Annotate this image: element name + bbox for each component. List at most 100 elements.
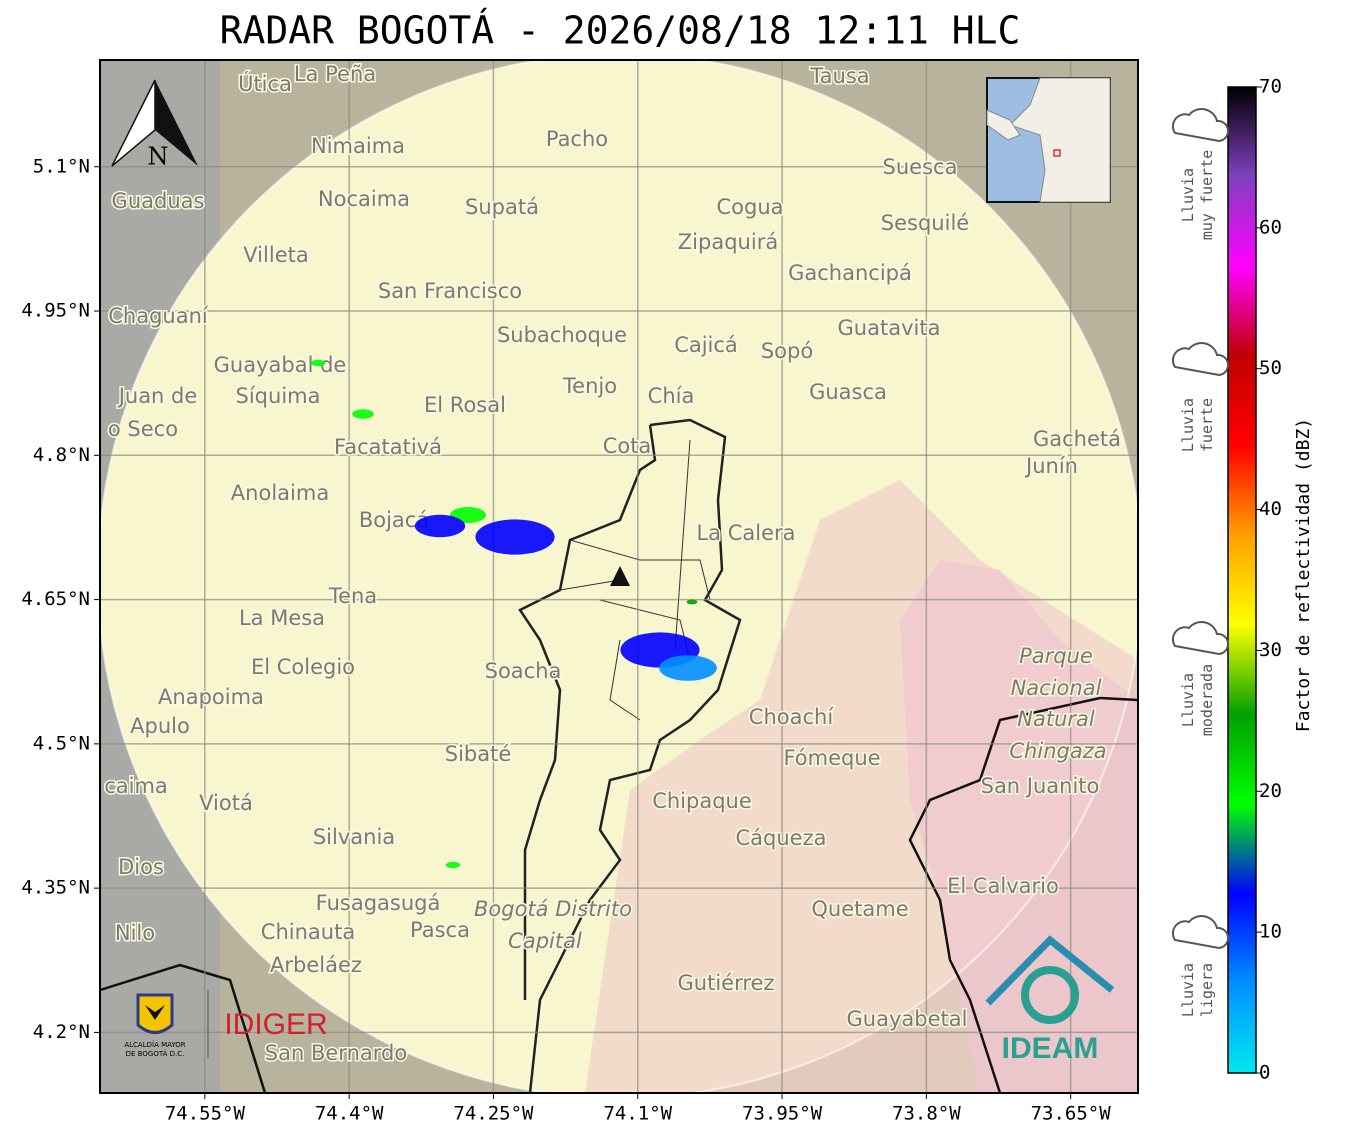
colorbar-tick-label: 20 — [1259, 780, 1282, 802]
radar-echoes — [310, 359, 717, 869]
place-label: Supatá — [465, 195, 539, 219]
colorbar-tick-label: 0 — [1259, 1062, 1270, 1084]
place-label: Facatativá — [334, 435, 442, 459]
place-label: Pasca — [410, 918, 470, 942]
rain-icon — [1172, 108, 1229, 143]
place-label: Natural — [1017, 707, 1095, 731]
logo-text: DE BOGOTÁ D.C. — [126, 1049, 185, 1058]
y-tick-label: 4.35°N — [21, 877, 90, 899]
echo — [310, 359, 326, 367]
colorbar-tick-label: 50 — [1259, 357, 1282, 379]
place-label: Tena — [328, 584, 377, 608]
rain-class-label: ligera — [1198, 963, 1216, 1017]
axes: 74.55°W 74.4°W 74.25°W 74.1°W 73.95°W 73.8°W 7… — [21, 76, 1282, 1125]
rain-class-label: Lluvia — [1179, 398, 1197, 452]
y-tick-label: 4.2°N — [33, 1021, 90, 1043]
place-label: caima — [104, 774, 168, 798]
x-tick-label: 74.1°W — [603, 1103, 672, 1125]
y-tick-label: 4.95°N — [21, 300, 90, 322]
x-tick-label: 73.95°W — [742, 1103, 823, 1125]
place-label: Anapoima — [158, 685, 264, 709]
place-label: Bogotá Distrito — [474, 897, 632, 921]
place-label: Sesquilé — [881, 211, 969, 235]
north-label: N — [148, 143, 169, 171]
echo — [475, 519, 555, 555]
place-label: Cogua — [716, 195, 783, 219]
place-label: Choachí — [749, 705, 835, 729]
place-label: Tenjo — [562, 374, 617, 398]
radar-site — [610, 566, 630, 586]
place-label: Chipaque — [652, 789, 752, 813]
place-label: Cajicá — [674, 333, 738, 357]
rain-class-label: moderada — [1198, 664, 1216, 736]
y-tick-label: 4.8°N — [33, 444, 90, 466]
place-label: Cáqueza — [736, 826, 827, 850]
x-tick-label: 74.55°W — [165, 1103, 246, 1125]
place-label: Viotá — [199, 791, 253, 815]
place-label: Capital — [508, 929, 582, 953]
place-label: Chaguaní — [108, 304, 209, 328]
place-label: Arbeláez — [270, 953, 362, 977]
logo-text: IDIGER — [224, 1008, 327, 1041]
place-label: San Juanito — [981, 774, 1100, 798]
rain-class-label: Lluvia — [1179, 963, 1197, 1017]
place-label: San Bernardo — [265, 1041, 407, 1065]
place-label: Quetame — [811, 897, 908, 921]
place-label: Chingaza — [1009, 739, 1106, 763]
place-label: La Calera — [696, 521, 795, 545]
x-tick-label: 73.8°W — [892, 1103, 961, 1125]
place-label: Anolaima — [231, 481, 329, 505]
place-label: Dios — [118, 855, 164, 879]
colorbar-tick-label: 40 — [1259, 498, 1282, 520]
place-label: Sibaté — [445, 742, 512, 766]
x-tick-label: 74.25°W — [453, 1103, 534, 1125]
echo — [659, 655, 717, 681]
place-label: Guasca — [809, 380, 887, 404]
echo — [686, 599, 698, 605]
title: RADAR BOGOTÁ - 2026/08/18 12:11 HLC — [220, 9, 1021, 53]
place-label: Guaduas — [112, 189, 205, 213]
place-label: San Francisco — [378, 279, 522, 303]
logos: ALCALDÍA MAYOR DE BOGOTÁ D.C. IDIGER IDE… — [124, 935, 1115, 1065]
rain-icon — [1172, 915, 1229, 950]
place-label: La Peña — [294, 62, 376, 86]
place-label: Zipaquirá — [678, 230, 778, 254]
district-boundary — [518, 424, 657, 1000]
place-label: Sopó — [761, 339, 813, 363]
north-arrow: N — [111, 79, 198, 171]
place-label: Útica — [238, 71, 292, 96]
locality-boundary — [559, 439, 711, 721]
place-label: El Calvario — [947, 874, 1059, 898]
place-label: La Mesa — [239, 606, 325, 630]
place-label: Nimaima — [311, 134, 405, 158]
place-label: Pacho — [546, 127, 608, 151]
place-label: Juan de — [117, 384, 198, 408]
place-label: Guatavita — [838, 316, 941, 340]
place-label: Silvania — [313, 825, 395, 849]
x-tick-label: 73.65°W — [1031, 1103, 1112, 1125]
colorbar-tick-label: 30 — [1259, 639, 1282, 661]
echo — [414, 514, 466, 538]
place-label: Villeta — [243, 243, 308, 267]
place-label: Nacional — [1011, 676, 1102, 700]
y-tick-label: 5.1°N — [33, 155, 90, 177]
place-label: Gachetá — [1033, 427, 1121, 451]
place-label: Nocaima — [318, 187, 410, 211]
colorbar-label: Factor de reflectividad (dBZ) — [1293, 418, 1314, 732]
colorbar-tick-label: 60 — [1259, 216, 1282, 238]
place-label: o Seco — [108, 417, 178, 441]
colorbar-tick-label: 10 — [1259, 921, 1282, 943]
place-label: Junín — [1024, 454, 1078, 478]
rain-class-label: Lluvia — [1179, 168, 1197, 222]
place-label: Síquima — [236, 384, 321, 408]
place-label: Guayabal de — [214, 353, 347, 377]
district-boundary — [528, 418, 742, 1093]
place-label: Apulo — [130, 714, 190, 738]
place-label: El Rosal — [424, 393, 506, 417]
map-frame — [99, 59, 1139, 1094]
place-label: Fómeque — [783, 746, 880, 770]
inset-map — [986, 77, 1111, 203]
